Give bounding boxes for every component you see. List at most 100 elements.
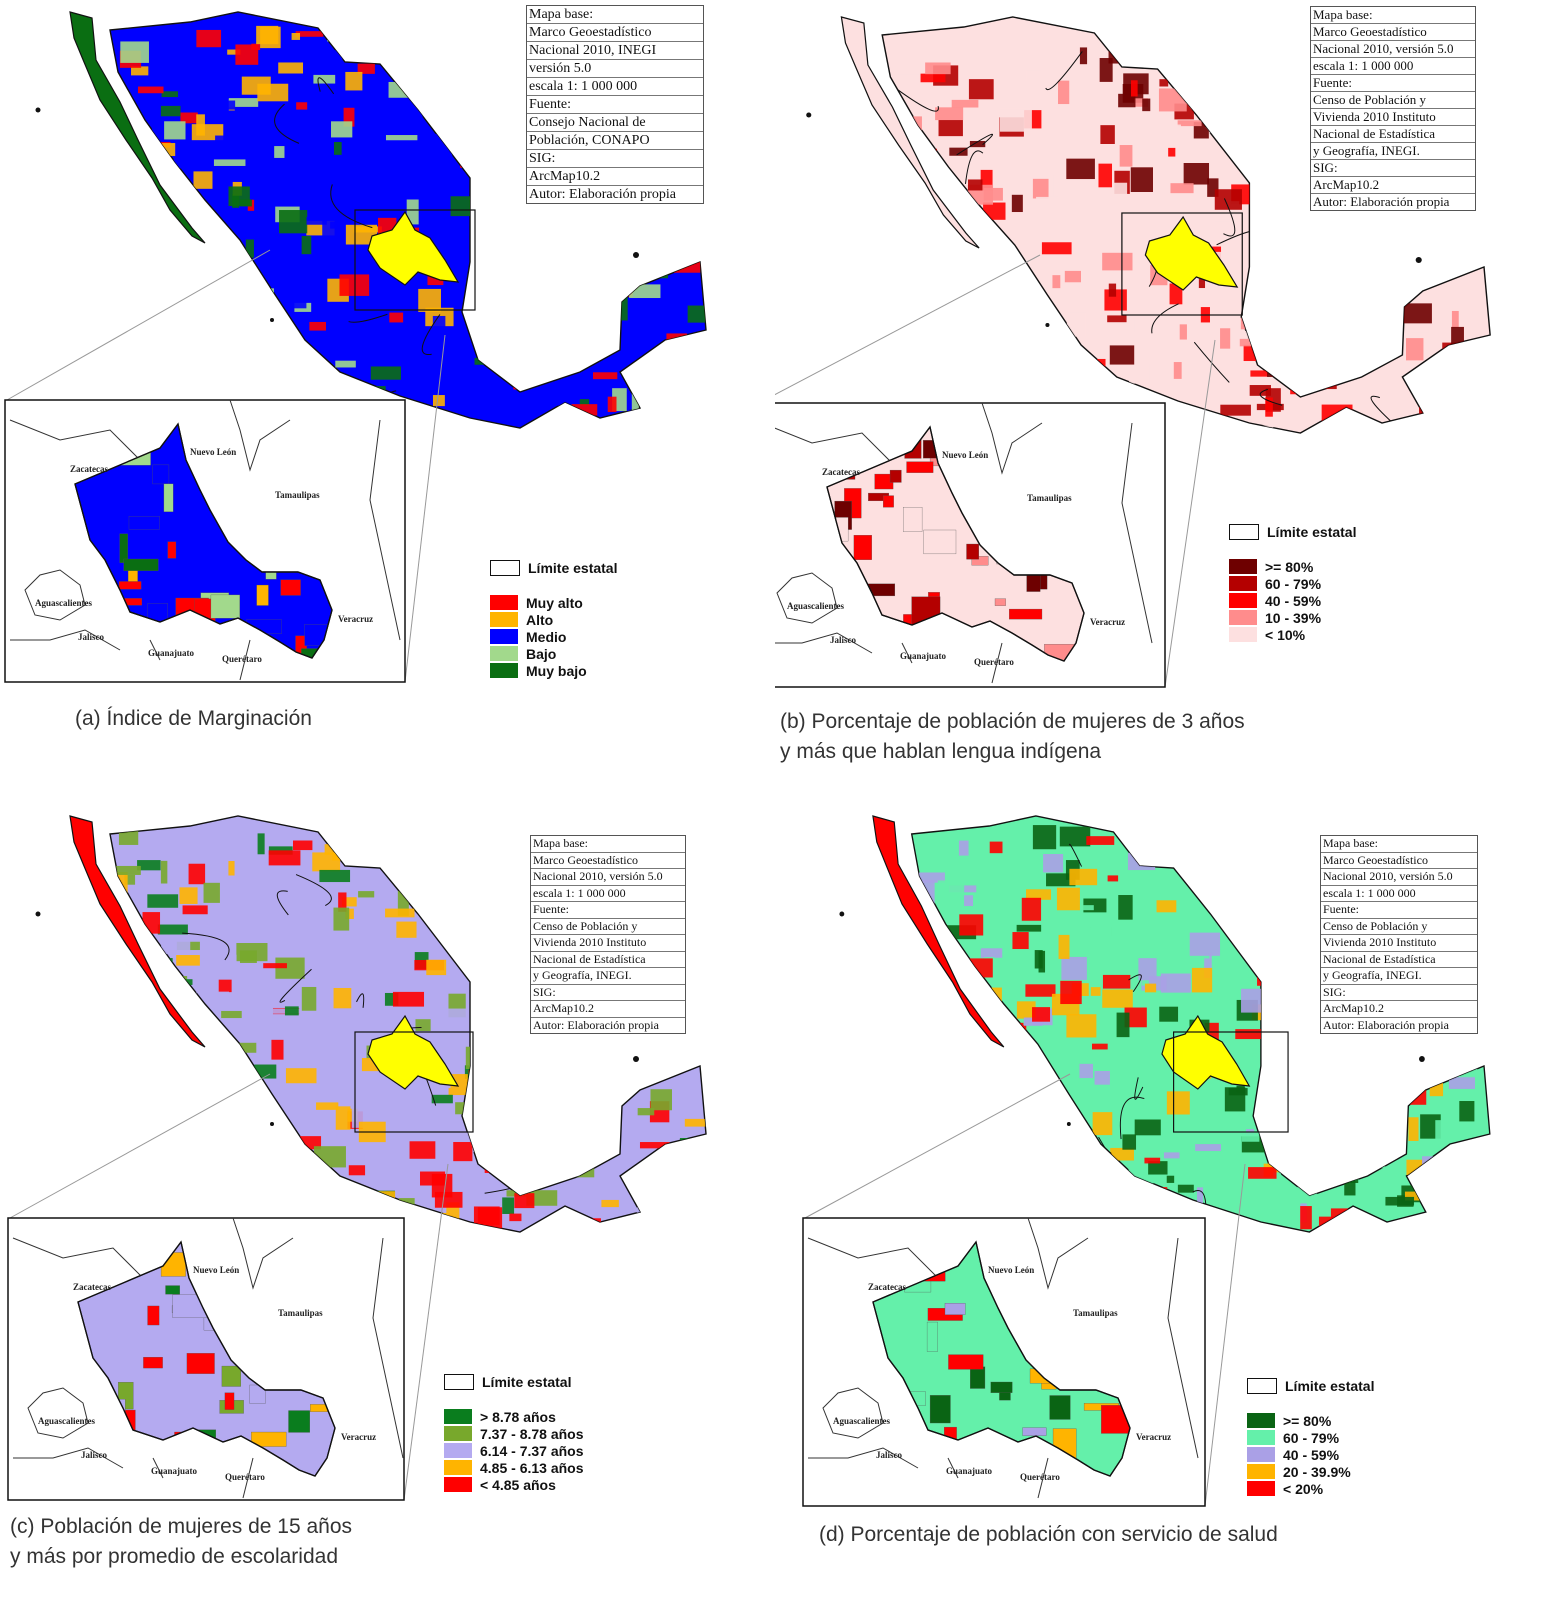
municipality-patch <box>679 1137 697 1157</box>
municipality-patch <box>638 260 669 279</box>
municipality-patch <box>1441 432 1462 433</box>
municipality-patch <box>1159 1006 1179 1022</box>
municipality-patch <box>1305 328 1330 350</box>
municipality-patch <box>1354 236 1369 243</box>
municipality-patch <box>521 1049 541 1064</box>
island <box>270 318 274 322</box>
municipality-patch <box>1469 369 1491 394</box>
inset-map: Zacatecas Nuevo León Tamaulipas Aguascalien… <box>802 1073 1246 1507</box>
municipality-patch <box>154 159 181 179</box>
metadata-line: Mapa base: <box>527 6 703 24</box>
municipality-patch <box>1207 178 1219 197</box>
legend-swatch <box>490 629 518 644</box>
municipality-patch <box>406 199 419 225</box>
municipality-patch <box>472 915 499 937</box>
municipality-patch <box>1492 973 1514 990</box>
municipality-patch <box>1294 294 1312 312</box>
municipality-patch <box>578 345 587 360</box>
municipality-patch <box>1036 196 1059 209</box>
municipality-patch <box>1177 120 1202 127</box>
municipality-patch <box>153 1018 165 1028</box>
municipality-patch <box>168 1116 179 1141</box>
municipality-patch <box>686 238 706 261</box>
municipality-patch <box>182 992 197 1010</box>
municipality-patch <box>152 368 175 383</box>
legend-item: Medio <box>490 628 617 645</box>
caption: (b) Porcentaje de población de mujeres d… <box>780 707 1245 767</box>
municipality-patch <box>110 996 138 1009</box>
municipality-patch <box>450 1028 458 1054</box>
municipality-patch <box>509 1213 522 1222</box>
municipality-patch <box>1451 310 1459 328</box>
legend-swatch <box>1229 593 1257 608</box>
connector-line <box>775 254 1041 396</box>
inset-municipality <box>889 469 902 483</box>
municipality-patch <box>1041 242 1072 255</box>
municipality-patch <box>1364 267 1378 290</box>
municipality-patch <box>1160 973 1191 993</box>
municipality-patch <box>111 150 128 175</box>
municipality-patch <box>609 272 633 297</box>
municipality-patch <box>1347 1107 1361 1125</box>
municipality-patch <box>133 257 160 274</box>
municipality-patch <box>513 1126 533 1147</box>
municipality-patch <box>1491 182 1501 196</box>
municipality-patch <box>1459 246 1491 258</box>
municipality-patch <box>326 1129 343 1150</box>
neighbour-boundary <box>775 402 1153 644</box>
municipality-patch <box>926 1202 946 1220</box>
municipality-patch <box>637 1108 655 1116</box>
municipality-patch <box>1093 1172 1102 1180</box>
municipality-patch <box>918 872 945 883</box>
municipality-patch <box>142 1070 160 1082</box>
municipality-patch <box>663 227 686 239</box>
municipality-patch <box>313 74 336 84</box>
municipality-patch <box>587 330 613 345</box>
municipality-patch <box>279 210 308 234</box>
municipality-patch <box>682 996 705 1015</box>
municipality-patch <box>245 239 254 258</box>
metadata-line: versión 5.0 <box>527 60 703 78</box>
municipality-patch <box>1240 829 1262 841</box>
municipality-patch <box>1130 80 1138 97</box>
municipality-patch <box>137 86 164 94</box>
municipality-patch <box>116 872 128 894</box>
municipality-patch <box>538 1105 550 1123</box>
municipality-patch <box>201 921 218 947</box>
municipality-patch <box>131 66 149 76</box>
municipality-patch <box>196 114 205 136</box>
municipality-patch <box>299 1190 326 1201</box>
municipality-patch <box>301 235 312 255</box>
municipality-patch <box>1255 339 1287 356</box>
legend: Límite estatal > 8.78 años 7.37 - 8.78 año… <box>444 1374 584 1493</box>
municipality-patch <box>1202 830 1231 846</box>
municipality-patch <box>223 1199 249 1209</box>
inset-municipality <box>163 483 174 512</box>
municipality-patch <box>137 860 161 871</box>
municipality-patch <box>1118 895 1133 920</box>
municipality-patch <box>1346 1127 1374 1138</box>
municipality-patch <box>1427 405 1457 412</box>
inset-municipality <box>224 1392 235 1410</box>
legend-item: < 10% <box>1229 626 1356 643</box>
municipality-patch <box>677 1188 691 1212</box>
municipality-patch <box>684 967 700 977</box>
municipality-patch <box>167 372 187 382</box>
island <box>35 107 41 113</box>
state-boundary <box>317 77 335 95</box>
municipality-patch <box>1169 283 1183 305</box>
municipality-patch <box>121 1096 129 1105</box>
baja-california-region <box>69 815 206 1048</box>
municipality-patch <box>1267 1004 1275 1029</box>
municipality-patch <box>1018 311 1046 331</box>
neighbour-boundary <box>13 1387 254 1499</box>
metadata-line: escala 1: 1 000 000 <box>1311 58 1475 75</box>
municipality-patch <box>422 374 454 385</box>
municipality-patch <box>1066 158 1095 180</box>
municipality-patch <box>242 313 270 338</box>
municipality-patch <box>284 1006 299 1016</box>
municipality-patch <box>191 208 208 229</box>
municipality-patch <box>1249 385 1271 396</box>
municipality-patch <box>969 140 986 148</box>
municipality-patch <box>370 366 401 380</box>
